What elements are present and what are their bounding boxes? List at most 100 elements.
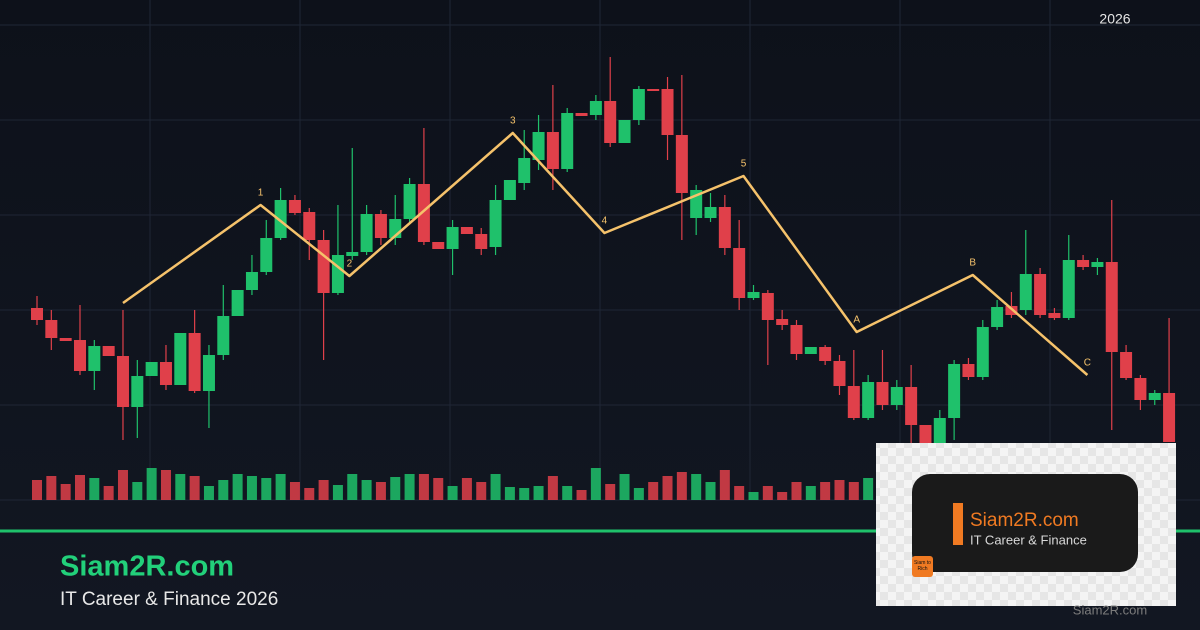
candle-body — [503, 180, 516, 200]
volume-bar — [719, 470, 730, 500]
volume-bar — [361, 480, 372, 500]
volume-bar — [820, 482, 831, 500]
candle-body — [991, 307, 1004, 327]
wave-label: 2 — [347, 259, 353, 270]
candle-body — [489, 200, 502, 247]
volume-bar — [60, 484, 71, 500]
volume-bar — [275, 474, 286, 500]
candle-body — [1019, 274, 1032, 310]
logo-icon — [912, 556, 933, 577]
volume-bar — [619, 474, 630, 500]
logo-card — [912, 474, 1138, 572]
candle-body — [288, 200, 301, 213]
volume-bar — [261, 478, 272, 500]
candle-body — [833, 361, 846, 386]
candle-body — [131, 376, 144, 407]
wave-label: C — [1084, 358, 1091, 369]
watermark: Siam2R.com — [1073, 602, 1147, 617]
volume-bar — [318, 480, 329, 500]
candle-body — [145, 362, 158, 376]
volume-bar — [203, 486, 214, 500]
candle-body — [761, 293, 774, 320]
candle-body — [890, 387, 903, 405]
candle-body — [575, 113, 588, 116]
candle-body — [374, 214, 387, 238]
volume-bar — [490, 474, 501, 500]
candle-body — [747, 292, 760, 298]
volume-bar — [447, 486, 458, 500]
volume-bar — [232, 474, 243, 500]
volume-bar — [863, 478, 874, 500]
candle-body — [403, 184, 416, 219]
candle-body — [274, 200, 287, 238]
candle-body — [819, 347, 832, 361]
candle-body — [446, 227, 459, 249]
volume-bar — [189, 476, 200, 500]
card-tagline: IT Career & Finance — [970, 532, 1087, 547]
candle-body — [704, 207, 717, 218]
candle-body — [661, 89, 674, 135]
volume-bar — [117, 470, 128, 500]
volume-bar — [74, 475, 85, 500]
volume-bar — [533, 486, 544, 500]
brand-name: Siam2R.com — [60, 551, 234, 583]
volume-bar — [547, 476, 558, 500]
candle-body — [45, 320, 58, 338]
volume-bar — [734, 486, 745, 500]
volume-bar — [748, 492, 759, 500]
volume-bar — [519, 488, 530, 500]
candle-body — [876, 382, 889, 405]
candle-body — [776, 319, 789, 325]
candle-body — [1120, 352, 1133, 378]
volume-bar — [691, 474, 702, 500]
candle-body — [675, 135, 688, 193]
volume-bar — [332, 485, 343, 500]
volume-bar — [805, 486, 816, 500]
volume-bar — [476, 482, 487, 500]
candle-body — [532, 132, 545, 160]
volume-bar — [46, 476, 57, 500]
volume-bar — [146, 468, 157, 500]
wave-label: 5 — [741, 159, 747, 170]
candle-body — [432, 242, 445, 249]
volume-bar — [404, 474, 415, 500]
volume-bar — [304, 488, 315, 500]
candle-body — [317, 240, 330, 293]
volume-bar — [418, 474, 429, 500]
candle-body — [260, 238, 273, 272]
volume-bar — [777, 492, 788, 500]
candle-body — [1034, 274, 1047, 315]
volume-bar — [461, 478, 472, 500]
candle-body — [1105, 262, 1118, 352]
volume-bar — [32, 480, 42, 500]
candle-body — [102, 346, 115, 356]
candle-body — [976, 327, 989, 377]
logo-bar — [953, 503, 963, 545]
candle-body — [847, 386, 860, 418]
wave-label: 3 — [510, 116, 516, 127]
candle-body — [73, 340, 86, 371]
candle-body — [174, 333, 187, 385]
volume-bar — [633, 488, 644, 500]
volume-bar — [648, 482, 659, 500]
candle-body — [31, 308, 43, 320]
volume-bar — [347, 474, 358, 500]
wave-label: 1 — [258, 188, 264, 199]
candle-body — [1148, 393, 1161, 400]
icon-label-box: Siam to Rich — [914, 560, 931, 572]
logo-overlay: Siam2R.com IT Career & Finance Siam to R… — [876, 443, 1176, 606]
candle-body — [1163, 393, 1176, 442]
candle-body — [518, 158, 531, 183]
candle-body — [245, 272, 258, 290]
card-name: Siam2R.com — [970, 510, 1079, 531]
candle-body — [919, 425, 932, 443]
candle-body — [604, 101, 617, 143]
candle-body — [905, 387, 918, 425]
candle-body — [202, 355, 215, 391]
volume-bar — [562, 486, 573, 500]
candle-body — [303, 212, 316, 240]
candle-body — [331, 255, 344, 293]
volume-bar — [590, 468, 601, 500]
candle-body — [159, 362, 172, 385]
candle-body — [647, 89, 660, 91]
